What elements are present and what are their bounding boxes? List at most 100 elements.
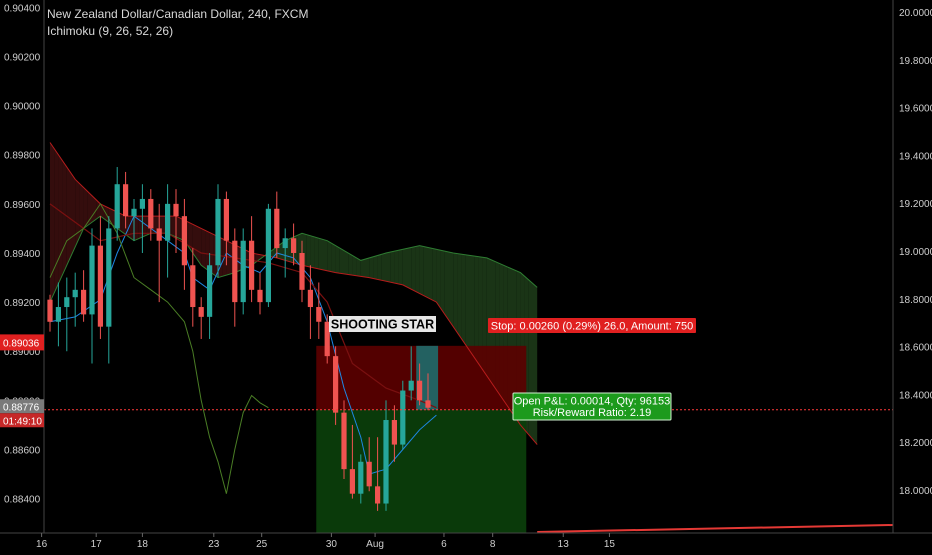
candle-body	[190, 265, 196, 308]
left-tick-label: 0.89400	[4, 249, 41, 260]
cloud-segment	[66, 167, 71, 266]
cloud-segment	[226, 240, 231, 276]
candle-body	[391, 420, 397, 445]
cloud-segment	[478, 256, 483, 370]
cloud-segment	[453, 253, 458, 333]
stop-label-bg	[488, 318, 696, 333]
candle-body	[358, 461, 364, 494]
candle-body	[274, 208, 280, 249]
risk-reward-label: Risk/Reward Ratio: 2.19	[533, 407, 652, 419]
right-tick-label: 19.4000	[899, 151, 932, 162]
candle-body	[375, 486, 381, 504]
right-tick-label: 18.2000	[899, 438, 932, 449]
cloud-segment	[449, 252, 454, 327]
cloud-segment	[386, 252, 391, 283]
cloud-segment	[176, 216, 181, 239]
candle-body	[366, 461, 372, 487]
cloud-segment	[188, 222, 193, 253]
x-tick-label: Aug	[366, 539, 384, 550]
candle-body	[106, 228, 112, 327]
candle-body	[383, 420, 389, 504]
cloud-segment	[436, 249, 441, 309]
right-tick-label: 18.4000	[899, 390, 932, 401]
upper-price-label: 0.89036	[3, 338, 40, 349]
candle-body	[291, 238, 297, 253]
candle-body	[114, 184, 120, 229]
cloud-segment	[331, 243, 336, 273]
cloud-segment	[369, 256, 374, 279]
x-tick-label: 13	[558, 539, 570, 550]
cloud-segment	[377, 254, 382, 281]
cloud-segment	[205, 230, 210, 272]
countdown-label: 01:49:10	[3, 416, 42, 427]
candle-body	[173, 203, 179, 217]
candle-body	[148, 198, 154, 229]
chart-title: New Zealand Dollar/Canadian Dollar, 240,…	[47, 7, 309, 21]
cloud-segment	[419, 245, 424, 296]
candle-body	[81, 289, 87, 315]
pnl-label-bg	[512, 392, 672, 421]
cloud-segment	[323, 239, 328, 271]
candle-body	[207, 265, 213, 317]
cloud-segment	[381, 253, 386, 282]
x-tick-label: 23	[208, 539, 220, 550]
cloud-segment	[92, 195, 97, 223]
cloud-segment	[444, 251, 449, 321]
right-tick-label: 19.2000	[899, 199, 932, 210]
candle-body	[181, 216, 187, 266]
cloud-segment	[423, 246, 428, 298]
cloud-segment	[474, 256, 479, 364]
cloud-segment	[335, 245, 340, 274]
candles	[47, 167, 431, 511]
candle-body	[417, 380, 423, 401]
pattern-label-bg	[329, 316, 436, 332]
candle-body	[341, 412, 347, 470]
pattern-label: SHOOTING STAR	[331, 318, 434, 332]
left-tick-label: 0.90000	[4, 102, 41, 113]
cloud-segment	[457, 253, 462, 339]
candle-body	[240, 240, 246, 303]
cloud-segment	[440, 250, 445, 315]
left-tick-label: 0.89200	[4, 298, 41, 309]
stop-label: Stop: 0.00260 (0.29%) 26.0, Amount: 750	[491, 321, 693, 333]
candle-body	[198, 307, 204, 317]
right-tick-label: 19.0000	[899, 247, 932, 258]
cloud-segment	[197, 226, 202, 266]
cloud-segment	[209, 232, 214, 275]
candle-body	[307, 289, 313, 308]
cloud-segment	[356, 257, 361, 277]
cloud-segment	[171, 216, 176, 237]
chart-overlays: SHOOTING STAR Stop: 0.00260 (0.29%) 26.0,…	[44, 316, 894, 533]
cloud-segment	[352, 255, 357, 276]
cloud-segment	[365, 257, 370, 278]
right-tick-label: 20.0000	[899, 8, 932, 19]
right-tick-label: 19.8000	[899, 56, 932, 67]
pnl-label: Open P&L: 0.00014, Qty: 96153	[514, 396, 671, 408]
candle-body	[89, 245, 95, 315]
right-tick-label: 18.0000	[899, 486, 932, 497]
cloud-segment	[428, 247, 433, 300]
x-tick-label: 17	[91, 539, 103, 550]
left-tick-label: 0.90400	[4, 3, 41, 14]
candle-body	[257, 289, 263, 303]
candle-body	[349, 469, 355, 494]
cloud-segment	[394, 250, 399, 284]
candle-body	[408, 380, 414, 391]
cloud-segment	[411, 246, 416, 292]
current-price-badge	[0, 399, 44, 414]
candle-body	[299, 252, 305, 290]
cloud-segment	[306, 234, 311, 268]
left-tick-label: 0.90200	[4, 52, 41, 63]
cloud-segment	[348, 253, 353, 276]
candle-body	[131, 208, 137, 217]
cloud-segment	[402, 248, 407, 288]
candle-body	[139, 198, 145, 209]
cloud-segment	[360, 259, 365, 277]
cloud-segment	[470, 255, 475, 358]
cloud-segment	[465, 254, 470, 352]
cloud-segment	[318, 238, 323, 270]
candle-body	[223, 198, 229, 241]
